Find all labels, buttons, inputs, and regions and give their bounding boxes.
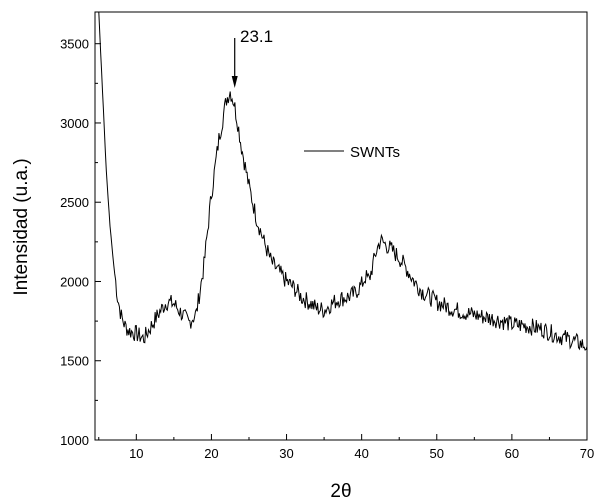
y-tick-label: 3500 bbox=[60, 37, 89, 52]
x-tick-label: 10 bbox=[129, 446, 143, 461]
plot-area bbox=[98, 11, 588, 351]
axes: 10 20 30 40 50 60 70 1000 1500 2000 2500 3000 3500 bbox=[60, 11, 594, 461]
legend-label-swnts: SWNTs bbox=[350, 144, 400, 161]
y-axis-title: Intensidad (u.a.) bbox=[11, 158, 32, 295]
x-tick-label: 20 bbox=[204, 446, 218, 461]
x-tick-label: 50 bbox=[430, 446, 444, 461]
x-tick-label: 40 bbox=[354, 446, 368, 461]
y-tick-label: 2500 bbox=[60, 195, 89, 210]
y-tick-label: 1500 bbox=[60, 354, 89, 369]
peak-annotation-label: 23.1 bbox=[240, 27, 273, 46]
y-tick-label: 2000 bbox=[60, 274, 89, 289]
y-tick-label: 3000 bbox=[60, 116, 89, 131]
labels: 2θ Intensidad (u.a.) SWNTs 23.1 bbox=[11, 27, 400, 502]
x-axis-title: 2θ bbox=[330, 481, 351, 502]
series-line-swnts bbox=[98, 11, 588, 351]
x-tick-label: 60 bbox=[505, 446, 519, 461]
x-tick-label: 30 bbox=[279, 446, 293, 461]
y-tick-label: 1000 bbox=[60, 433, 89, 448]
peak-annotation-arrowhead bbox=[231, 76, 238, 88]
x-tick-label: 70 bbox=[580, 446, 594, 461]
plot-frame bbox=[94, 11, 588, 441]
